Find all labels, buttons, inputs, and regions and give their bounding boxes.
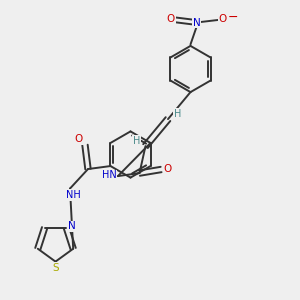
Text: O: O bbox=[219, 14, 227, 24]
Text: N: N bbox=[193, 17, 200, 28]
Text: N: N bbox=[68, 221, 76, 232]
Text: −: − bbox=[228, 11, 239, 24]
Text: O: O bbox=[164, 164, 172, 175]
Text: H: H bbox=[133, 136, 140, 146]
Text: NH: NH bbox=[66, 190, 80, 200]
Text: H: H bbox=[174, 109, 181, 119]
Text: O: O bbox=[167, 14, 175, 24]
Text: O: O bbox=[75, 134, 83, 144]
Text: S: S bbox=[52, 263, 59, 273]
Text: HN: HN bbox=[101, 170, 116, 181]
